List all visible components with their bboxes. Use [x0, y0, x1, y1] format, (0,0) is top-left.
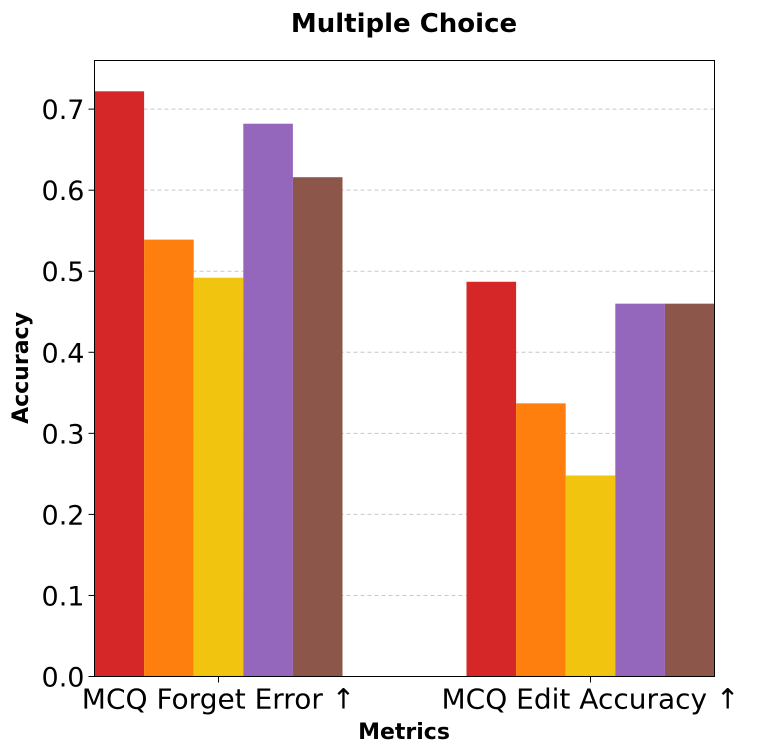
y-tick-label: 0.4: [42, 338, 85, 369]
y-tick-label: 0.5: [42, 257, 85, 288]
bar: [193, 277, 244, 677]
bar: [144, 239, 194, 677]
y-axis-label: Accuracy: [9, 312, 34, 424]
y-tick-label: 0.1: [42, 581, 85, 612]
bar: [94, 91, 145, 677]
bar: [516, 403, 566, 677]
x-tick-label: MCQ Forget Error ↑: [82, 683, 355, 716]
bars: [94, 91, 715, 677]
x-axis-label: Metrics: [358, 720, 450, 745]
bar: [615, 303, 665, 677]
bar: [292, 177, 343, 677]
bar: [466, 281, 517, 677]
x-tick-label: MCQ Edit Accuracy ↑: [442, 683, 740, 716]
bar: [664, 303, 715, 677]
y-tick-label: 0.6: [42, 176, 85, 207]
bar: [565, 475, 616, 677]
y-tick-label: 0.3: [42, 419, 85, 450]
y-tick-label: 0.2: [42, 500, 85, 531]
y-tick-label: 0.7: [42, 95, 85, 126]
bar: [243, 123, 293, 677]
chart-title: Multiple Choice: [291, 9, 517, 39]
y-tick-label: 0.0: [42, 663, 85, 694]
gridlines: [94, 108, 715, 596]
plot-frame: [94, 60, 715, 677]
x-axis-ticks: MCQ Forget Error ↑ MCQ Edit Accuracy ↑: [82, 676, 740, 716]
y-axis-ticks: 0.0 0.1 0.2 0.3 0.4 0.5 0.6 0.7: [42, 95, 95, 694]
